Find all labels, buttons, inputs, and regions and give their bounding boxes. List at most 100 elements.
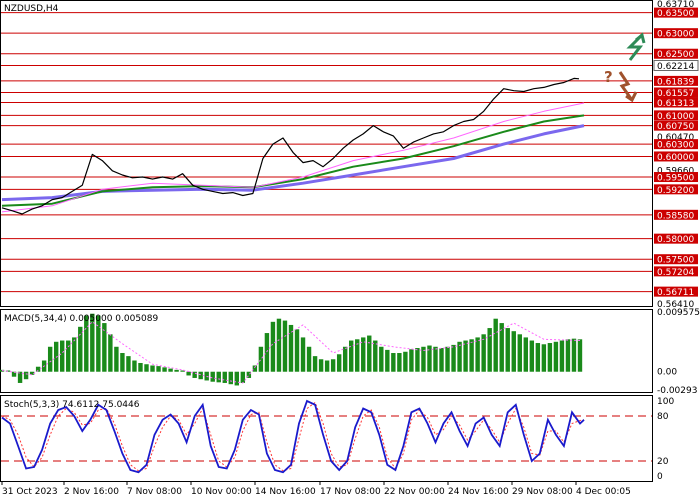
macd-bar: [523, 337, 528, 372]
macd-bar: [427, 345, 432, 372]
price-level-label: 0.61557: [657, 89, 694, 99]
price-level-tag: [654, 28, 698, 39]
price-level-tag: [654, 139, 698, 150]
price-level-tag: [654, 97, 698, 108]
macd-bar: [577, 339, 583, 372]
macd-bar: [252, 365, 258, 372]
macd-bar: [385, 349, 390, 372]
stoch-panel-frame: [0, 395, 653, 482]
macd-bar: [433, 346, 438, 372]
macd-bar: [421, 346, 426, 372]
macd-bar: [222, 371, 227, 383]
macd-bar: [72, 337, 77, 372]
price-series: [1, 77, 585, 215]
stoch-k-line: [1, 399, 585, 474]
macd-bar: [451, 344, 456, 372]
macd-bar: [228, 371, 233, 385]
stoch-tick-label: 80: [657, 412, 669, 422]
macd-bar: [246, 371, 252, 378]
price-level-label: 0.60000: [657, 153, 694, 163]
macd-bar: [349, 340, 354, 372]
macd-bar: [174, 369, 179, 372]
macd-tick-label: 0.009575: [657, 308, 700, 318]
macd-bar: [469, 339, 474, 372]
macd-bar: [355, 339, 360, 372]
macd-bar: [391, 353, 396, 372]
price-level-label: 0.57500: [657, 256, 694, 266]
macd-bar: [102, 323, 107, 372]
macd-bar: [132, 360, 137, 372]
price-level-tag: [654, 172, 698, 183]
stoch-d-line: [1, 401, 585, 472]
macd-bar: [47, 346, 53, 372]
price-level-tag: [654, 286, 698, 297]
macd-bar: [306, 346, 312, 372]
macd-signal-line: [1, 321, 581, 384]
time-label: 29 Nov 08:00: [512, 487, 573, 497]
question-mark-icon: ?: [604, 68, 613, 86]
time-label: 17 Nov 08:00: [320, 487, 381, 497]
macd-bar: [35, 366, 41, 372]
price-level-tag: [654, 87, 698, 98]
time-axis-labels: 31 Oct 2023 2 Nov 16:00 7 Nov 08:00 10 Nov …: [1, 481, 631, 497]
macd-bar: [126, 356, 131, 372]
macd-bar: [144, 364, 149, 372]
stoch-series: [1, 399, 652, 474]
series-ma-mid: [1, 114, 585, 207]
macd-bar: [84, 315, 89, 372]
time-label: 14 Nov 16:00: [255, 487, 316, 497]
macd-bar: [258, 346, 264, 372]
price-level-tag: [654, 7, 698, 18]
price-level-tag: [654, 120, 698, 131]
macd-bar: [511, 331, 516, 372]
down-arrow-head-icon: [625, 91, 638, 103]
macd-bar: [553, 341, 559, 372]
series-ma-fast: [1, 102, 585, 213]
macd-bar: [186, 371, 191, 376]
macd-bar: [270, 321, 276, 372]
macd-bar: [324, 360, 330, 372]
macd-bar: [180, 370, 185, 372]
price-level-tag: [654, 184, 698, 195]
time-label: 22 Nov 00:00: [384, 487, 445, 497]
price-level-tag: [654, 151, 698, 162]
price-tick-label: 0.56410: [657, 300, 694, 310]
price-level-tag: [654, 75, 698, 86]
macd-bar: [481, 334, 486, 372]
macd-bar: [535, 343, 541, 372]
macd-bar: [198, 371, 203, 380]
macd-bar: [138, 362, 143, 372]
macd-bar: [330, 359, 336, 372]
time-label: 10 Nov 00:00: [191, 487, 252, 497]
macd-bar: [379, 346, 384, 372]
series-close: [1, 77, 580, 215]
macd-bar: [505, 328, 510, 372]
price-level-label: 0.61000: [657, 112, 694, 122]
macd-title: MACD(5,34,4) 0.005000 0.005089: [4, 314, 159, 324]
stoch-tick-label: 20: [657, 457, 669, 467]
stoch-tick-label: 100: [657, 397, 674, 407]
macd-bar: [439, 348, 444, 372]
macd-bar: [29, 371, 35, 375]
macd-bar: [517, 334, 522, 372]
macd-bar: [361, 337, 366, 372]
macd-bar: [234, 371, 240, 386]
price-level-label: 0.58580: [657, 211, 694, 221]
macd-panel-frame: [0, 309, 653, 393]
macd-bar: [78, 326, 83, 372]
macd-bar: [415, 348, 420, 372]
macd-axis-labels: 0.009575 0.00 -0.00293: [657, 308, 700, 396]
time-label: 31 Oct 2023: [2, 487, 58, 497]
macd-bar: [114, 346, 119, 372]
macd-bar: [565, 339, 571, 372]
macd-bar: [156, 366, 161, 372]
price-level-tag: [654, 233, 698, 244]
price-level-label: 0.59500: [657, 174, 694, 184]
price-level-label: 0.61839: [657, 77, 694, 87]
up-arrow-icon: [626, 33, 644, 61]
price-chart-title: NZDUSD,H4: [4, 4, 59, 14]
macd-bar: [240, 371, 246, 383]
price-level-tag: [654, 209, 698, 220]
price-tick-label: 0.60470: [657, 133, 694, 143]
